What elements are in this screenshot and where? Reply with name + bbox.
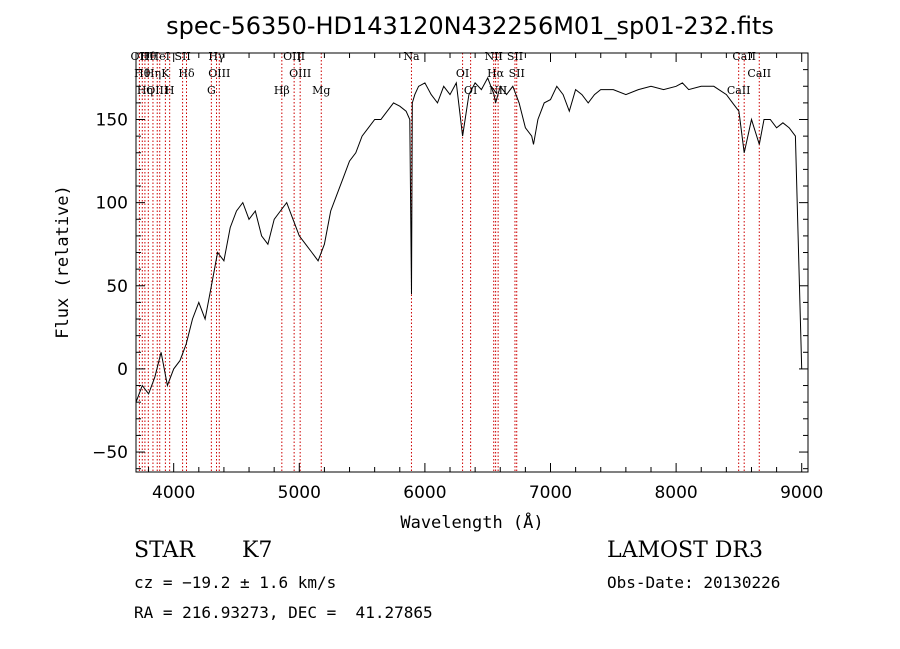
line-marker-label: Hα [487,67,505,80]
redshift-value: cz = −19.2 ± 1.6 km/s [134,573,337,592]
line-marker-label: Hδ [178,67,195,80]
x-tick-label: 6000 [403,483,446,503]
survey-name: LAMOST DR3 [607,538,763,563]
line-marker-label: OI [456,67,469,80]
x-tick-label: 7000 [529,483,572,503]
spectrum-line [135,76,803,403]
line-marker-label: Mg [312,84,330,97]
object-subclass: K7 [242,538,273,563]
line-marker-label: CaII [747,67,771,80]
y-tick-label: 50 [106,277,128,297]
line-marker-label: Na [403,50,420,63]
y-tick-label: 0 [117,360,128,380]
y-axis: −50 0 50 100 150 [92,69,808,470]
line-marker-label: Hβ [274,84,290,97]
line-marker-label: K [161,67,170,80]
x-axis-label: Wavelength (Å) [400,511,543,533]
observation-date: Obs-Date: 20130226 [607,573,781,592]
line-marker-label: OIII [283,50,305,63]
line-marker-label: G [207,84,216,97]
x-tick-label: 5000 [278,483,321,503]
spectral-line-markers [138,53,760,472]
sky-coordinates: RA = 216.93273, DEC = 41.27865 [134,603,433,622]
line-marker-label: Hθ [134,67,151,80]
line-marker-label: SII [507,50,523,63]
line-marker-label: H [165,84,175,97]
line-marker-label: CaII [727,84,751,97]
line-marker-label: Hγ [208,50,225,63]
object-class: STAR [134,538,195,563]
y-axis-label: Flux (relative) [53,185,73,339]
x-axis: 4000 5000 6000 7000 8000 9000 [148,53,823,503]
plot-frame [135,52,809,473]
line-marker-label: HeI [150,50,170,63]
line-marker-label: SII [509,67,525,80]
y-tick-label: 100 [96,194,128,214]
spectral-line-labels: OIIHθHηHθHηOIIIHeIKHSIIHδGHγOIIIHβOIIIOI… [131,50,772,97]
line-marker-label: CaII [732,50,756,63]
line-marker-label: Hη [145,67,161,80]
line-marker-label: Hη [137,84,153,97]
x-tick-label: 9000 [780,483,823,503]
line-marker-label: OIII [146,84,168,97]
x-tick-label: 4000 [152,483,195,503]
x-tick-label: 8000 [654,483,697,503]
chart-title: spec-56350-HD143120N432256M01_sp01-232.f… [166,12,774,40]
y-tick-label: −50 [92,443,128,463]
line-marker-label: SII [174,50,190,63]
line-marker-label: OIII [208,67,230,80]
line-marker-label: OIII [289,67,311,80]
y-tick-label: 150 [96,111,128,131]
